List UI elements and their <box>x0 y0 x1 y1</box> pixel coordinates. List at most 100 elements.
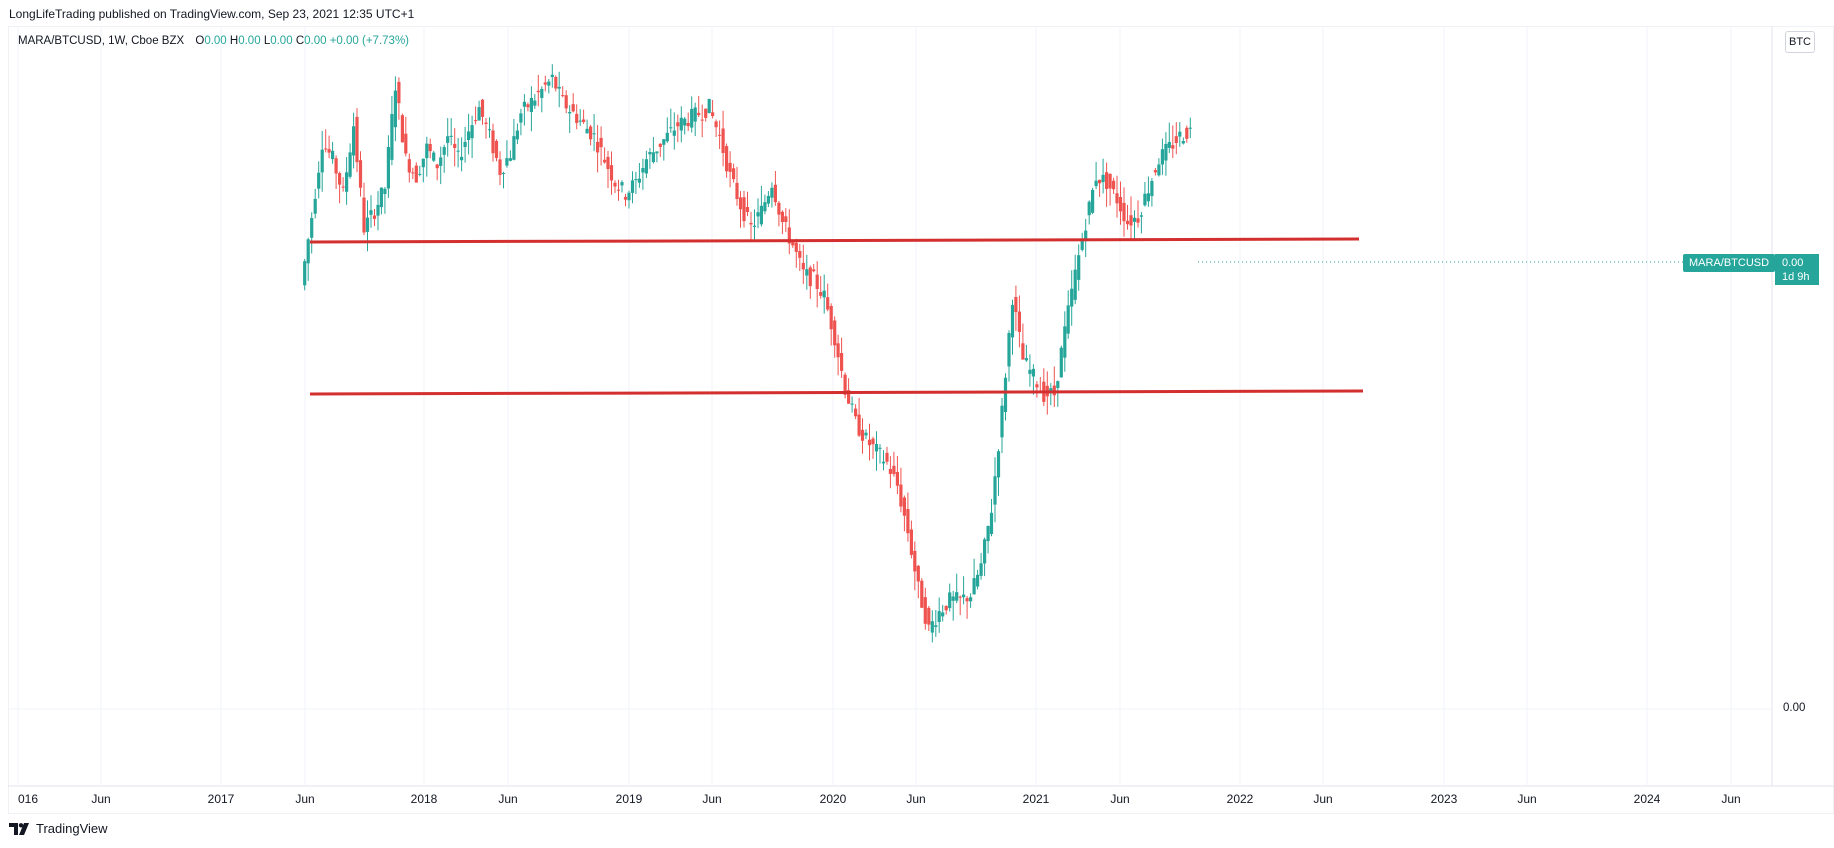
price-axis-tick: 0.00 <box>1783 702 1806 714</box>
symbol-price-tag: MARA/BTCUSD <box>1683 254 1776 272</box>
candle-body <box>446 136 450 143</box>
candle-body <box>515 130 519 140</box>
candle-body <box>958 596 962 598</box>
candle-body <box>794 242 798 252</box>
candle-body <box>310 218 314 238</box>
symbol-title[interactable]: MARA/BTCUSD, 1W, Cboe BZX <box>18 35 185 47</box>
candle-body <box>383 188 387 194</box>
candle-body <box>609 165 614 181</box>
time-axis-label: 2019 <box>616 792 643 806</box>
time-axis-label: Jun <box>906 792 925 806</box>
candle-body <box>881 461 886 464</box>
candle-body <box>798 251 802 258</box>
candle-body <box>428 144 432 152</box>
candle-body <box>944 605 948 611</box>
candle-body <box>470 125 474 139</box>
tradingview-footer[interactable]: TradingView <box>9 821 108 836</box>
candle-body <box>808 267 812 287</box>
time-axis-label: 2024 <box>1634 792 1661 806</box>
candle-body <box>874 444 879 452</box>
candle-body <box>1112 180 1116 190</box>
candle-body <box>582 119 586 122</box>
candle-body <box>801 262 805 270</box>
candle-body <box>386 147 390 189</box>
candle-body <box>1171 145 1175 149</box>
candle-body <box>1017 311 1021 332</box>
candle-body <box>432 152 436 161</box>
candle-body <box>941 612 945 617</box>
candle-body <box>338 173 342 185</box>
candle-body <box>1000 405 1004 438</box>
candle-body <box>658 143 662 147</box>
candle-body <box>725 146 729 172</box>
candle-body <box>829 306 833 330</box>
candle-body <box>578 120 582 122</box>
candle-body <box>449 135 453 137</box>
candle-body <box>547 81 551 86</box>
candle-body <box>568 112 572 114</box>
candle-body <box>805 269 809 276</box>
candle-body <box>937 611 941 622</box>
candle-body <box>854 408 858 417</box>
candle-body <box>320 149 324 173</box>
candle-body <box>616 189 621 191</box>
candle-body <box>1073 269 1077 300</box>
candle-body <box>993 476 997 505</box>
candle-body <box>927 607 931 625</box>
price-unit-button[interactable]: BTC <box>1785 31 1815 53</box>
resistance-line <box>309 237 1360 244</box>
candle-body <box>575 113 579 123</box>
candlestick-chart[interactable]: 016 Jun 2017 Jun 2018 Jun 2019 Jun 2020 Jun 2021 Ju… <box>8 26 1834 814</box>
candle-body <box>508 158 512 161</box>
candle-body <box>749 222 753 225</box>
candle-body <box>923 597 927 624</box>
candle-body <box>637 178 641 183</box>
candle-body <box>1035 384 1039 388</box>
candle-body <box>718 134 722 136</box>
candle-body <box>969 597 973 602</box>
candle-body <box>899 484 903 507</box>
candle-body <box>439 157 443 166</box>
candle-body <box>1174 136 1178 143</box>
candle-body <box>456 150 460 152</box>
tradingview-logo-icon <box>9 822 29 835</box>
candle-body <box>1136 218 1140 223</box>
candle-body <box>787 227 791 244</box>
candle-body <box>888 469 892 474</box>
candle-body <box>400 115 404 143</box>
candle-body <box>599 137 603 148</box>
candle-body <box>491 130 495 154</box>
candle-body <box>442 147 446 155</box>
candle-body <box>833 320 837 346</box>
candle-body <box>620 182 624 186</box>
time-axis-label: Jun <box>702 792 721 806</box>
time-axis-label: Jun <box>498 792 517 806</box>
candle-body <box>972 578 976 595</box>
candle-body <box>1080 240 1084 250</box>
candle-body <box>965 598 969 602</box>
candle-body <box>986 526 990 542</box>
candle-body <box>379 187 383 208</box>
candle-body <box>463 141 467 147</box>
time-axis-label: 016 <box>18 792 38 806</box>
tradingview-logo-text: TradingView <box>36 821 108 836</box>
time-axis-label: 2021 <box>1023 792 1050 806</box>
candle-body <box>630 180 635 193</box>
candle-body <box>1003 377 1008 412</box>
candle-body <box>812 269 816 272</box>
candle-body <box>850 403 854 405</box>
candle-body <box>634 179 638 181</box>
candle-body <box>1021 343 1025 360</box>
candle-body <box>1160 149 1164 165</box>
candle-body <box>707 99 711 113</box>
candle-body <box>1167 142 1171 148</box>
candle-body <box>512 136 516 160</box>
candle-body <box>777 202 781 215</box>
candle-body <box>672 130 676 136</box>
candle-body <box>955 592 959 601</box>
candle-body <box>365 217 370 232</box>
time-axis-label: Jun <box>1721 792 1740 806</box>
candle-body <box>714 121 718 128</box>
time-axis-label: Jun <box>1313 792 1332 806</box>
candle-body <box>1014 297 1018 313</box>
